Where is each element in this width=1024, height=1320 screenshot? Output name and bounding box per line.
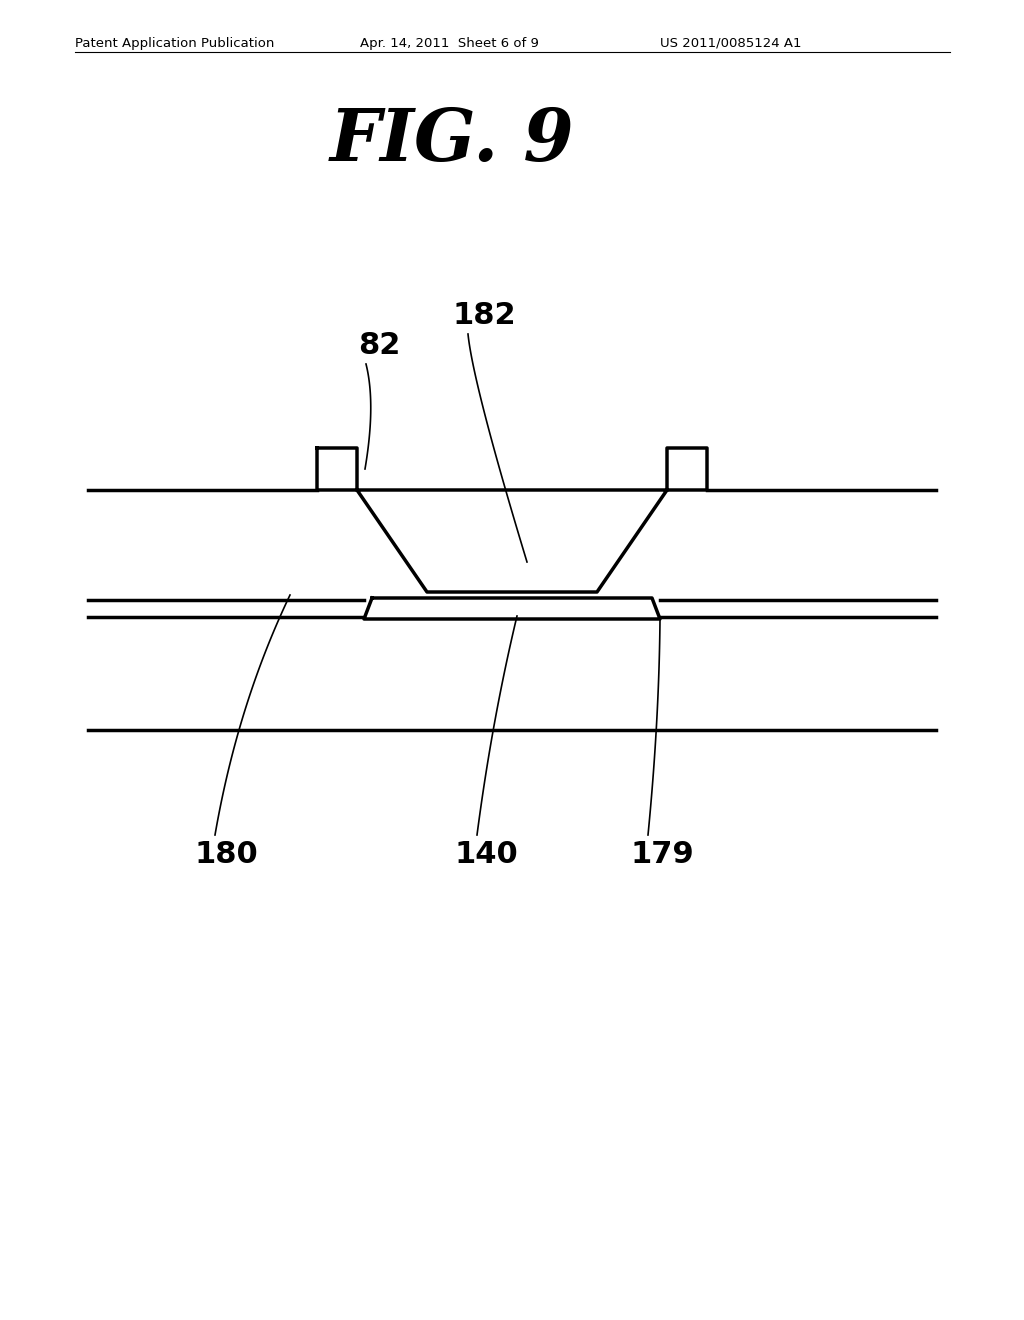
Text: US 2011/0085124 A1: US 2011/0085124 A1 [660, 37, 802, 50]
Text: FIG. 9: FIG. 9 [330, 106, 574, 176]
Text: 140: 140 [455, 840, 519, 869]
Text: 82: 82 [358, 331, 400, 360]
Text: 182: 182 [453, 301, 517, 330]
Text: 180: 180 [195, 840, 259, 869]
Polygon shape [317, 447, 707, 591]
Text: Apr. 14, 2011  Sheet 6 of 9: Apr. 14, 2011 Sheet 6 of 9 [360, 37, 539, 50]
Text: 179: 179 [630, 840, 693, 869]
Polygon shape [364, 598, 660, 619]
Text: Patent Application Publication: Patent Application Publication [75, 37, 274, 50]
